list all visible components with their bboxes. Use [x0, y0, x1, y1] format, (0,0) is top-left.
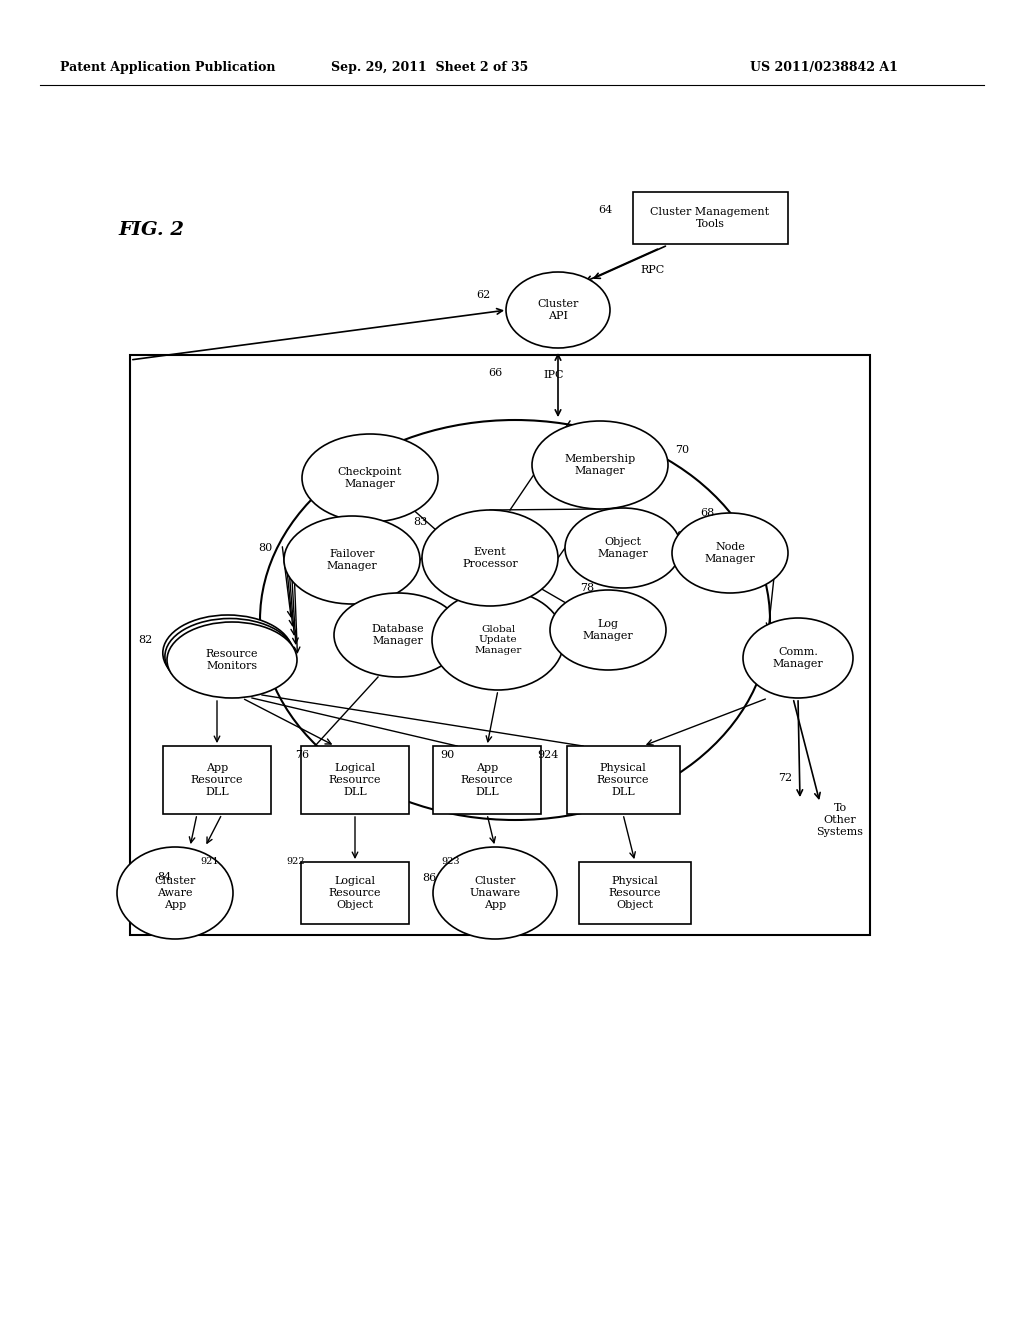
Text: Comm.
Manager: Comm. Manager: [773, 647, 823, 669]
Bar: [163, 746, 271, 814]
Text: Log
Manager: Log Manager: [583, 619, 634, 640]
Text: 78: 78: [580, 583, 594, 593]
Bar: [301, 862, 409, 924]
Text: 70: 70: [675, 445, 689, 455]
Text: 923: 923: [441, 858, 460, 866]
Text: US 2011/0238842 A1: US 2011/0238842 A1: [750, 62, 898, 74]
Bar: [130, 355, 870, 935]
Ellipse shape: [334, 593, 462, 677]
Ellipse shape: [432, 590, 564, 690]
Text: Checkpoint
Manager: Checkpoint Manager: [338, 467, 402, 488]
Text: 90: 90: [440, 750, 455, 760]
Text: 924: 924: [537, 750, 558, 760]
Text: 66: 66: [488, 368, 502, 378]
Ellipse shape: [672, 513, 788, 593]
Text: IPC: IPC: [543, 370, 563, 380]
Text: 68: 68: [700, 508, 715, 517]
Text: Physical
Resource
DLL: Physical Resource DLL: [597, 763, 649, 796]
Text: 84: 84: [157, 873, 171, 882]
Text: 83: 83: [413, 517, 427, 527]
Text: Cluster
Unaware
App: Cluster Unaware App: [469, 876, 520, 909]
Text: To
Other
Systems: To Other Systems: [816, 804, 863, 837]
Text: Logical
Resource
DLL: Logical Resource DLL: [329, 763, 381, 796]
Ellipse shape: [506, 272, 610, 348]
Text: Cluster
API: Cluster API: [538, 300, 579, 321]
Text: 62: 62: [476, 290, 490, 300]
Text: 76: 76: [295, 750, 309, 760]
Text: FIG. 2: FIG. 2: [118, 220, 184, 239]
Text: Database
Manager: Database Manager: [372, 624, 424, 645]
Text: Failover
Manager: Failover Manager: [327, 549, 378, 570]
Bar: [566, 746, 680, 814]
Text: Event
Processor: Event Processor: [462, 548, 518, 569]
Text: Object
Manager: Object Manager: [598, 537, 648, 558]
Text: 64: 64: [598, 205, 612, 215]
Text: Global
Update
Manager: Global Update Manager: [474, 626, 521, 655]
Bar: [579, 862, 691, 924]
Ellipse shape: [550, 590, 666, 671]
Text: 86: 86: [422, 873, 436, 883]
Text: Logical
Resource
Object: Logical Resource Object: [329, 876, 381, 909]
Text: 922: 922: [286, 858, 304, 866]
Text: Sep. 29, 2011  Sheet 2 of 35: Sep. 29, 2011 Sheet 2 of 35: [332, 62, 528, 74]
Text: RPC: RPC: [640, 265, 665, 275]
Text: Node
Manager: Node Manager: [705, 543, 756, 564]
Text: App
Resource
DLL: App Resource DLL: [461, 763, 513, 796]
Text: Patent Application Publication: Patent Application Publication: [60, 62, 275, 74]
Text: App
Resource
DLL: App Resource DLL: [190, 763, 244, 796]
Ellipse shape: [302, 434, 438, 521]
Text: Membership
Manager: Membership Manager: [564, 454, 636, 475]
Text: 82: 82: [138, 635, 153, 645]
Text: 72: 72: [778, 774, 793, 783]
Text: 80: 80: [258, 543, 272, 553]
Text: Cluster
Aware
App: Cluster Aware App: [155, 876, 196, 909]
Ellipse shape: [284, 516, 420, 605]
Ellipse shape: [422, 510, 558, 606]
Ellipse shape: [117, 847, 233, 939]
Text: 88: 88: [676, 531, 690, 541]
Bar: [633, 191, 787, 244]
Ellipse shape: [167, 622, 297, 698]
Ellipse shape: [532, 421, 668, 510]
Bar: [433, 746, 541, 814]
Bar: [301, 746, 409, 814]
Ellipse shape: [565, 508, 681, 587]
Text: Cluster Management
Tools: Cluster Management Tools: [650, 207, 770, 228]
Ellipse shape: [165, 619, 295, 694]
Ellipse shape: [163, 615, 293, 690]
Ellipse shape: [433, 847, 557, 939]
Text: Resource
Monitors: Resource Monitors: [206, 649, 258, 671]
Text: 921: 921: [200, 858, 219, 866]
Text: Physical
Resource
Object: Physical Resource Object: [608, 876, 662, 909]
Ellipse shape: [743, 618, 853, 698]
